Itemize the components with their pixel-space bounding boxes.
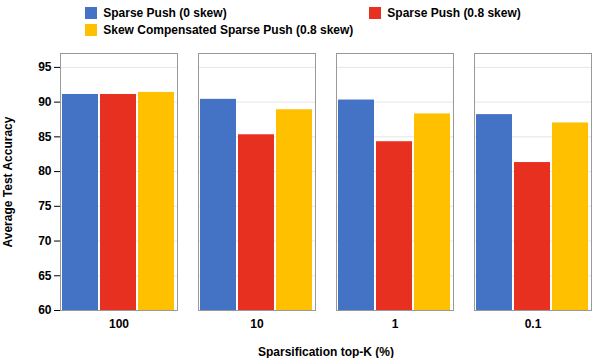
svg-text:100: 100 bbox=[109, 317, 129, 331]
svg-text:65: 65 bbox=[38, 269, 52, 283]
svg-text:80: 80 bbox=[38, 164, 52, 178]
html-text:Sparse Push (0.8 skew): Sparse Push (0.8 skew) bbox=[387, 6, 521, 20]
svg-text:10: 10 bbox=[250, 317, 264, 331]
html-text:Sparse Push (0 skew): Sparse Push (0 skew) bbox=[103, 6, 227, 20]
svg-text:70: 70 bbox=[38, 234, 52, 248]
svg-text:1: 1 bbox=[392, 317, 399, 331]
svg-text:Average Test Accuracy: Average Test Accuracy bbox=[1, 116, 15, 247]
svg-text:85: 85 bbox=[38, 130, 52, 144]
svg-text:95: 95 bbox=[38, 60, 52, 74]
svg-text:60: 60 bbox=[38, 303, 52, 317]
html-text:Skew Compensated Sparse Push (: Skew Compensated Sparse Push (0.8 skew) bbox=[103, 23, 354, 37]
svg-text:90: 90 bbox=[38, 95, 52, 109]
svg-text:Sparsification top-K (%): Sparsification top-K (%) bbox=[258, 345, 394, 359]
svg-text:0.1: 0.1 bbox=[525, 317, 542, 331]
svg-text:75: 75 bbox=[38, 199, 52, 213]
